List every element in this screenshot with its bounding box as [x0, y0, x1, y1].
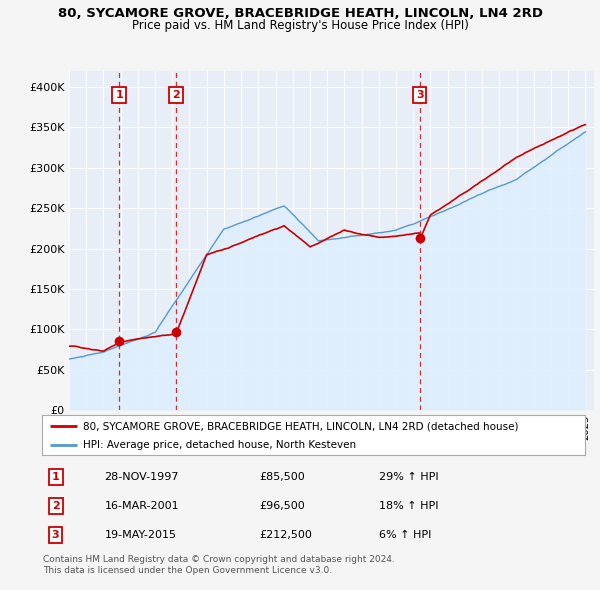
Text: 16-MAR-2001: 16-MAR-2001	[104, 501, 179, 511]
Text: This data is licensed under the Open Government Licence v3.0.: This data is licensed under the Open Gov…	[43, 566, 332, 575]
Text: 1: 1	[115, 90, 123, 100]
Text: Price paid vs. HM Land Registry's House Price Index (HPI): Price paid vs. HM Land Registry's House …	[131, 19, 469, 32]
Text: £96,500: £96,500	[259, 501, 305, 511]
Text: 18% ↑ HPI: 18% ↑ HPI	[379, 501, 438, 511]
Text: 3: 3	[416, 90, 424, 100]
Text: 80, SYCAMORE GROVE, BRACEBRIDGE HEATH, LINCOLN, LN4 2RD (detached house): 80, SYCAMORE GROVE, BRACEBRIDGE HEATH, L…	[83, 421, 518, 431]
Text: 2: 2	[172, 90, 180, 100]
Text: 28-NOV-1997: 28-NOV-1997	[104, 471, 179, 481]
Text: HPI: Average price, detached house, North Kesteven: HPI: Average price, detached house, Nort…	[83, 441, 356, 450]
Text: £85,500: £85,500	[259, 471, 305, 481]
Text: Contains HM Land Registry data © Crown copyright and database right 2024.: Contains HM Land Registry data © Crown c…	[43, 555, 395, 563]
Text: 1: 1	[52, 471, 59, 481]
Text: 2: 2	[52, 501, 59, 511]
Text: £212,500: £212,500	[259, 530, 312, 540]
Text: 19-MAY-2015: 19-MAY-2015	[104, 530, 176, 540]
Text: 80, SYCAMORE GROVE, BRACEBRIDGE HEATH, LINCOLN, LN4 2RD: 80, SYCAMORE GROVE, BRACEBRIDGE HEATH, L…	[58, 7, 542, 20]
Text: 6% ↑ HPI: 6% ↑ HPI	[379, 530, 431, 540]
Text: 3: 3	[52, 530, 59, 540]
Text: 29% ↑ HPI: 29% ↑ HPI	[379, 471, 438, 481]
